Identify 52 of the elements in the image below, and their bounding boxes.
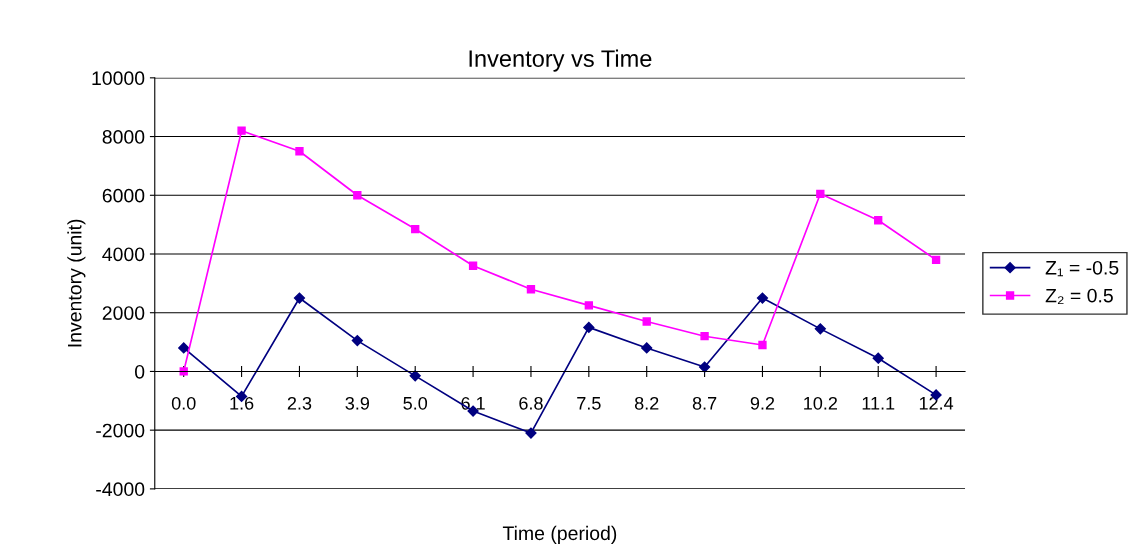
- y-tick-label: -2000: [96, 423, 145, 438]
- point: [756, 292, 769, 304]
- x-axis-title: Time (period): [502, 525, 617, 544]
- point: [353, 191, 362, 200]
- point: [526, 285, 536, 294]
- point: [816, 189, 825, 198]
- x-tick-label: 8.2: [634, 396, 659, 410]
- point: [758, 340, 767, 350]
- x-tick-label: 3.9: [345, 396, 370, 410]
- point: [700, 332, 709, 341]
- chart-title: Inventory vs Time: [469, 49, 652, 72]
- x-tick-label: 6.8: [519, 396, 543, 410]
- x-tick-label: 8.7: [692, 396, 717, 410]
- x-tick-label: 2.3: [287, 396, 312, 410]
- x-tick-label: 0.0: [171, 396, 196, 410]
- point: [468, 261, 478, 270]
- point: [872, 352, 884, 364]
- x-tick-label: 5.0: [403, 396, 428, 410]
- point: [874, 216, 883, 225]
- y-tick-label: 4000: [102, 247, 145, 262]
- x-tick-label: 9.2: [750, 396, 775, 410]
- legend-label: Z₁ = -0.5: [1045, 260, 1119, 277]
- y-axis-title: Inventory (unit): [67, 219, 86, 347]
- point: [583, 321, 595, 334]
- y-tick-label: 6000: [102, 188, 145, 203]
- point: [351, 335, 363, 347]
- point: [237, 126, 246, 135]
- legend-label: Z₂ = 0.5: [1045, 288, 1113, 304]
- point: [642, 317, 651, 326]
- x-tick-label: 10.2: [804, 396, 837, 410]
- x-tick-label: 1.6: [230, 396, 254, 410]
- point: [178, 342, 190, 354]
- point: [584, 301, 594, 310]
- x-tick-label: 7.5: [577, 397, 601, 410]
- point: [814, 323, 826, 335]
- x-tick-label: 12.4: [919, 396, 954, 410]
- y-tick-label: 10000: [92, 71, 145, 86]
- point: [931, 255, 941, 265]
- point: [409, 370, 421, 382]
- x-tick-label: 6.1: [461, 396, 485, 410]
- point: [411, 224, 420, 234]
- point: [641, 342, 653, 354]
- y-tick-label: -4000: [96, 482, 145, 497]
- point: [293, 292, 306, 304]
- y-tick-label: 8000: [102, 130, 145, 144]
- y-tick-label: 2000: [102, 306, 145, 320]
- point: [295, 147, 304, 156]
- x-tick-label: 11.1: [862, 397, 895, 410]
- point: [525, 427, 537, 439]
- y-tick-label: 0: [134, 364, 145, 379]
- point: [698, 361, 711, 373]
- point: [179, 367, 188, 376]
